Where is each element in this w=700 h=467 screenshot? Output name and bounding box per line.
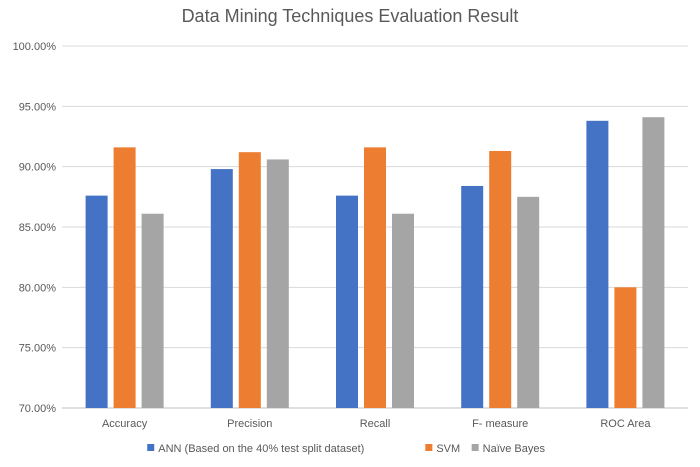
bar	[614, 287, 637, 408]
legend-label: SVM	[436, 443, 460, 455]
bar	[210, 169, 233, 408]
bar	[517, 196, 540, 408]
y-tick-label: 100.00%	[13, 41, 57, 53]
bar	[113, 147, 136, 409]
y-tick-label: 75.00%	[19, 343, 57, 355]
bar	[85, 195, 108, 408]
x-category-label: ROC Area	[600, 418, 651, 430]
legend: ANN (Based on the 40% test split dataset…	[147, 443, 546, 455]
x-category-label: Recall	[360, 418, 391, 430]
y-tick-label: 70.00%	[19, 403, 57, 415]
bar	[364, 147, 386, 409]
legend-label: ANN (Based on the 40% test split dataset…	[158, 443, 364, 455]
bar	[586, 120, 609, 409]
y-axis-ticks: 70.00% 75.00% 80.00% 85.00% 90.00% 95.00% 100.…	[13, 41, 57, 415]
bar	[141, 213, 164, 408]
x-category-label: Precision	[227, 418, 272, 430]
y-tick-label: 95.00%	[19, 101, 57, 113]
bar	[489, 150, 512, 409]
bar	[238, 152, 261, 408]
chart-title: Data Mining Techniques Evaluation Result	[182, 6, 519, 26]
bar	[392, 213, 414, 408]
x-category-label: F- measure	[472, 418, 528, 430]
y-tick-label: 80.00%	[19, 282, 57, 294]
legend-swatch	[147, 444, 155, 451]
legend-swatch	[425, 444, 433, 451]
legend-swatch	[471, 444, 479, 451]
y-tick-label: 85.00%	[19, 222, 57, 234]
bar	[266, 159, 289, 408]
x-category-label: Accuracy	[102, 418, 148, 430]
x-axis-categories: Accuracy Precision Recall F- measure ROC Are…	[102, 418, 651, 430]
bar	[642, 117, 665, 409]
bar	[461, 185, 484, 408]
legend-label: Naïve Bayes	[483, 443, 546, 455]
y-tick-label: 90.00%	[19, 162, 57, 174]
bars	[85, 117, 665, 409]
bar	[336, 195, 358, 408]
